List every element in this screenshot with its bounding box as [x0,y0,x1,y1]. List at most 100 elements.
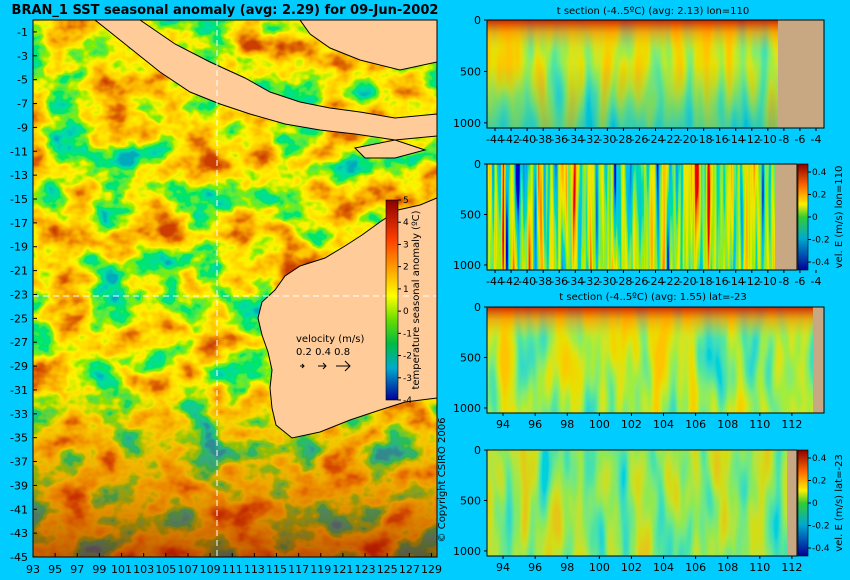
x-tick-label: 110 [749,561,770,574]
panel4-colorbar-label: vel. E (m/s) lat=-23 [834,454,845,552]
x-tick-label: 94 [496,561,510,574]
x-tick-label: 96 [528,418,542,431]
x-tick-label: -8 [778,133,789,146]
panel2-colorbar-label: vel. E (m/s) lon=110 [834,166,845,269]
x-tick-label: -40 [518,275,536,288]
x-tick-label: 104 [653,418,674,431]
panel3-y-axis: 0 500 1000 [453,301,487,415]
lon-tick-label: 129 [421,563,442,576]
panel4-y-axis: 0 500 1000 [453,444,487,558]
lon-tick-label: 127 [399,563,420,576]
lat-tick-label: -15 [10,193,28,206]
panel4-colorbar [797,449,809,557]
panel3-surface-layer [487,307,813,413]
x-tick-label: -24 [647,275,665,288]
x-tick-label: 102 [621,418,642,431]
lat-tick-label: -45 [10,551,28,564]
lon-tick-label: 113 [244,563,265,576]
vel-cb-label: -0.2 [812,236,830,246]
lon-tick-label: 97 [70,563,84,576]
lat-tick-label: -19 [10,241,28,254]
y-tick-label: 1000 [453,117,481,130]
x-tick-label: 96 [528,561,542,574]
lat-tick-label: -17 [10,217,28,230]
panel2-land [775,164,797,270]
panel-vel-lon110: 0.4 0.2 0 -0.2 -0.4 vel. E (m/s) lon=110 -44… [453,158,845,288]
lat-tick-label: -23 [10,288,28,301]
vel-cb-label: 0 [812,499,818,509]
temp-cb-label: 0 [403,307,409,317]
temp-cb-label: -3 [403,374,412,384]
panel1-deep-layer [487,20,778,128]
panel4-frame [486,449,798,557]
lat-tick-label: -7 [17,98,28,111]
copyright-text: © Copyright CSIRO 2006 [437,418,448,543]
lat-tick-label: -31 [10,384,28,397]
panel1-title: t section (-4..5ºC) (avg: 2.13) lon=110 [557,6,750,17]
lat-tick-label: -37 [10,456,28,469]
x-tick-label: -28 [614,133,632,146]
x-tick-label: -32 [582,275,600,288]
map-frame [32,19,438,558]
temp-cb-label: 1 [403,285,409,295]
x-tick-label: -28 [614,275,632,288]
x-tick-label: -10 [759,275,777,288]
vel-cb-label: 0.4 [812,168,827,178]
lat-tick-label: -11 [10,145,28,158]
x-tick-label: -14 [727,275,745,288]
lat-tick-label: -25 [10,312,28,325]
x-tick-label: -26 [630,133,648,146]
x-tick-label: 102 [621,561,642,574]
temp-colorbar-label: temperature seasonal anomaly (ºC) [411,210,422,389]
temp-cb-label: -2 [403,352,412,362]
x-tick-label: -4 [810,133,821,146]
y-tick-label: 0 [474,444,481,457]
lon-tick-label: 105 [155,563,176,576]
lat-tick-label: -27 [10,336,28,349]
x-tick-label: -18 [695,133,713,146]
lat-tick-label: -3 [17,50,28,63]
x-tick-label: -36 [550,133,568,146]
lat-tick-label: -41 [10,503,28,516]
x-tick-label: 112 [781,561,802,574]
x-tick-label: -6 [794,275,805,288]
panel-temp-lon110: t section (-4..5ºC) (avg: 2.13) lon=110 … [453,6,825,146]
velocity-arrow-small [300,363,305,369]
lon-tick-label: 125 [377,563,398,576]
temp-cb-label: 5 [403,196,409,206]
x-tick-label: -44 [486,133,504,146]
x-tick-label: 98 [560,418,574,431]
velocity-legend-values: 0.2 0.4 0.8 [296,347,350,358]
sst-map: -1-3-5-7-9-11-13-15-17-19-21-23-25-27-29… [10,19,442,576]
velocity-arrow-medium [318,362,327,370]
lat-tick-label: -43 [10,527,28,540]
panel3-land [813,307,824,413]
x-tick-label: -22 [663,275,681,288]
y-tick-label: 500 [460,208,481,221]
borneo-landmass [299,20,437,71]
panel1-x-axis: -44-42-40-38-36-34-32-30-28-26-24-22-20-… [486,128,821,146]
x-tick-label: 108 [717,561,738,574]
velocity-arrow-large [336,360,351,372]
lon-tick-label: 117 [288,563,309,576]
y-tick-label: 0 [474,301,481,314]
panel2-colorbar-ticks: 0.4 0.2 0 -0.2 -0.4 [808,168,830,268]
lon-tick-label: 119 [310,563,331,576]
x-tick-label: -12 [743,275,761,288]
panel3-frame [486,306,825,414]
y-tick-label: 0 [474,158,481,171]
lon-tick-label: 111 [222,563,243,576]
lon-tick-label: 99 [92,563,106,576]
vel-cb-label: -0.2 [812,522,830,532]
x-tick-label: -16 [711,275,729,288]
indonesia-landmass [94,20,437,141]
x-tick-label: -44 [486,275,504,288]
y-tick-label: 500 [460,65,481,78]
panel1-y-axis: 0 500 1000 [453,14,487,130]
vel-cb-label: -0.4 [812,258,830,268]
lat-tick-label: -33 [10,408,28,421]
panel2-x-axis: -44-42-40-38-36-34-32-30-28-26-24-22-20-… [486,270,821,288]
temp-cb-label: 4 [403,218,409,228]
x-tick-label: -16 [711,133,729,146]
